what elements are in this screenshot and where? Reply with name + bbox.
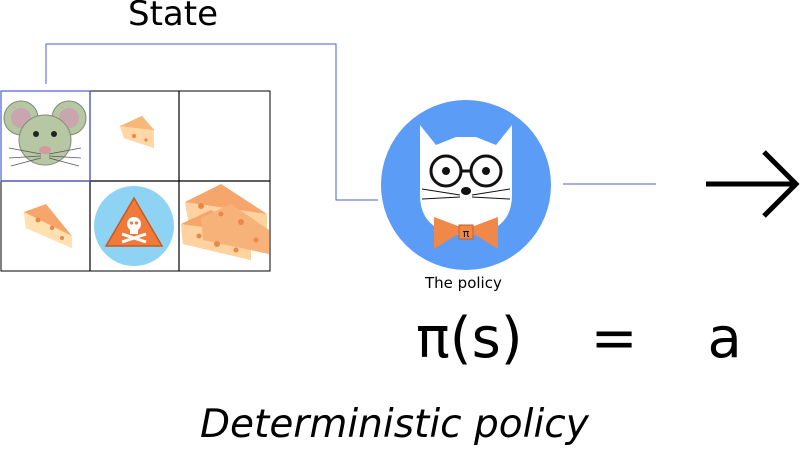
state-connector	[45, 43, 378, 201]
mouse-icon	[3, 100, 87, 167]
policy-badge: π	[463, 227, 470, 240]
cheese-icon	[120, 116, 154, 148]
poison-icon	[94, 186, 174, 266]
equation-lhs: π(s)	[416, 306, 523, 371]
policy-mouse-icon: π	[381, 100, 551, 270]
policy-label: The policy	[425, 274, 502, 292]
equation-operator: =	[590, 306, 638, 371]
policy-equation: π(s) = a	[416, 306, 742, 371]
equation-rhs: a	[707, 306, 742, 371]
caption: Deterministic policy	[200, 402, 589, 447]
cheese-icon	[24, 204, 72, 248]
big-cheese-icon	[181, 184, 269, 260]
state-title: State	[128, 0, 218, 34]
arrow-right-icon	[706, 150, 800, 218]
